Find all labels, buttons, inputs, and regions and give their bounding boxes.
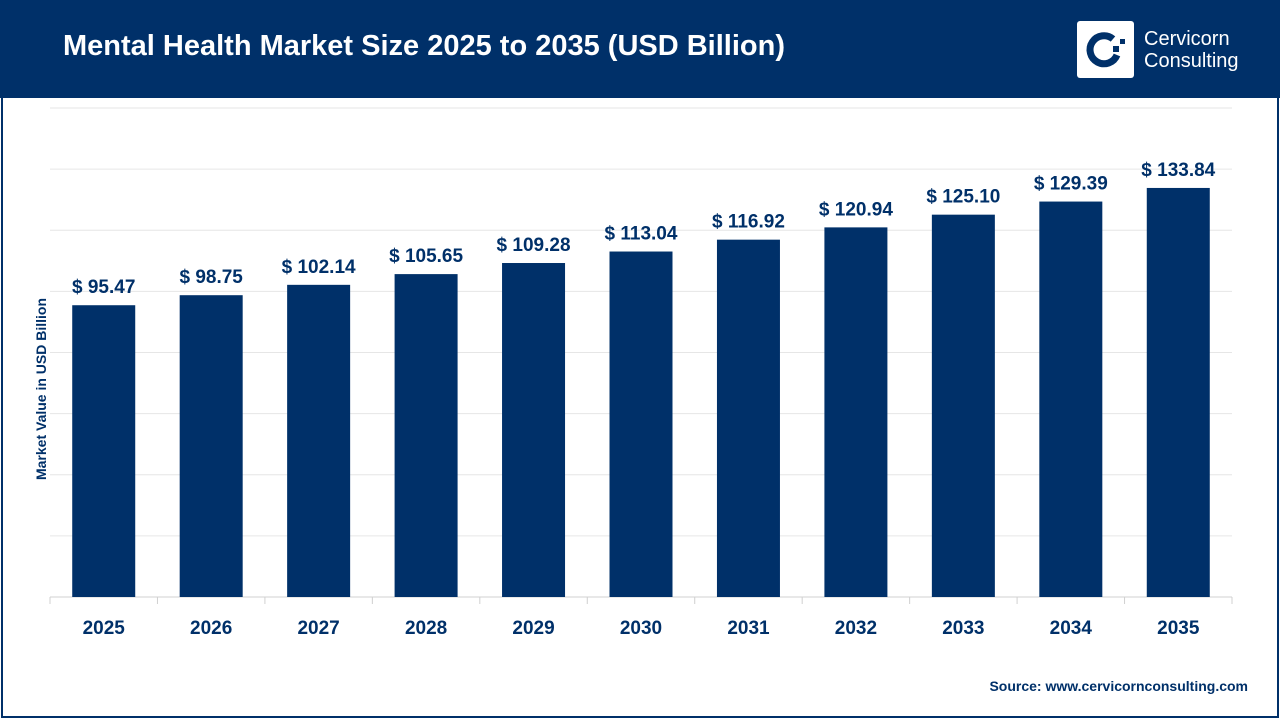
data-label: $ 125.10	[926, 187, 1000, 208]
x-tick-label: 2031	[727, 618, 770, 639]
logo: Cervicorn Consulting	[1077, 21, 1239, 78]
bar-2030	[609, 251, 673, 598]
x-tick-label: 2029	[512, 618, 554, 639]
x-tick-label: 2025	[83, 618, 126, 639]
logo-text-line2: Consulting	[1144, 49, 1239, 72]
chart-title: Mental Health Market Size 2025 to 2035 (…	[63, 30, 785, 62]
data-label: $ 116.92	[712, 212, 785, 233]
bar-2028	[394, 274, 458, 597]
data-label: $ 102.14	[282, 257, 356, 278]
x-tick-label: 2027	[297, 618, 339, 639]
y-axis-label: Market Value in USD Billion	[33, 298, 49, 480]
data-label: $ 105.65	[389, 246, 463, 267]
bar-2035	[1146, 187, 1210, 597]
x-tick-label: 2035	[1157, 618, 1200, 639]
data-label: $ 95.47	[72, 277, 135, 298]
bar-2027	[287, 284, 351, 597]
data-label: $ 109.28	[497, 235, 571, 256]
x-tick-label: 2030	[620, 618, 662, 639]
data-label: $ 113.04	[605, 224, 678, 245]
data-label: $ 120.94	[819, 199, 893, 220]
data-label: $ 129.39	[1034, 174, 1108, 195]
x-tick-label: 2026	[190, 618, 232, 639]
bar-2029	[502, 263, 566, 597]
x-tick-label: 2033	[942, 618, 984, 639]
source-note: Source: www.cervicornconsulting.com	[989, 678, 1248, 694]
x-tick-label: 2028	[405, 618, 447, 639]
logo-mark-icon	[1077, 21, 1134, 78]
x-tick-label: 2034	[1050, 618, 1093, 639]
bar-2032	[824, 227, 888, 597]
data-label: $ 98.75	[179, 267, 243, 288]
header-banner: Mental Health Market Size 2025 to 2035 (…	[0, 0, 1280, 98]
data-label: $ 133.84	[1141, 160, 1215, 181]
bar-2026	[179, 295, 243, 597]
bar-2031	[716, 239, 780, 597]
bar-2033	[931, 214, 995, 597]
logo-text-line1: Cervicorn	[1144, 27, 1230, 50]
x-tick-label: 2032	[835, 618, 877, 639]
bar-2034	[1039, 201, 1103, 597]
bar-2025	[72, 305, 136, 597]
